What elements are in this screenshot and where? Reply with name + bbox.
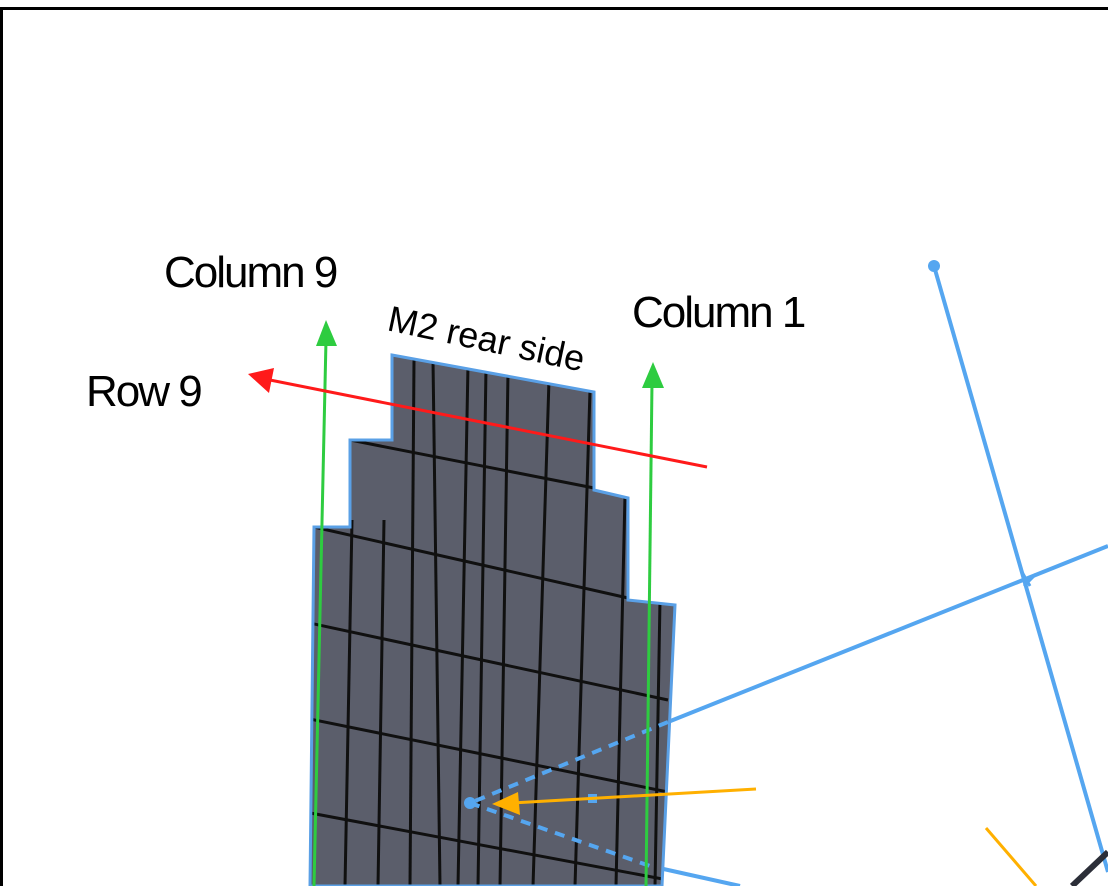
figure-frame bbox=[0, 7, 1108, 886]
mirror-segment-divider-vertical bbox=[573, 389, 592, 886]
pointer-arrow-shaft bbox=[511, 787, 757, 805]
mirror-segment-divider-horizontal bbox=[349, 438, 595, 490]
pointer-line-lower-right bbox=[984, 827, 1038, 886]
mirror-segment-divider-vertical bbox=[408, 359, 416, 886]
row-9-arrow-icon bbox=[248, 368, 274, 393]
row-9-label: Row 9 bbox=[86, 367, 201, 416]
beam-line-lower bbox=[649, 864, 741, 886]
column-1-arrow-shaft bbox=[644, 381, 654, 886]
m2-mirror bbox=[308, 353, 677, 886]
column-9-label: Column 9 bbox=[164, 248, 337, 297]
column-9-arrow-icon bbox=[316, 320, 337, 346]
column-9-arrow-shaft bbox=[312, 339, 328, 886]
row-9-arrow bbox=[248, 368, 708, 469]
mirror-segment-grid bbox=[310, 359, 669, 886]
mirror-segment-divider-vertical bbox=[431, 359, 442, 886]
mirror-segment-divider-vertical bbox=[343, 519, 354, 886]
beam-lines bbox=[649, 260, 1108, 886]
column-arrows bbox=[312, 320, 664, 886]
mirror-body bbox=[310, 355, 675, 886]
beam-dashed-lower bbox=[469, 801, 651, 868]
mirror-segment-divider-vertical bbox=[456, 364, 470, 886]
mirror-segment-divider-horizontal bbox=[310, 810, 669, 882]
mirror-segment-divider-horizontal bbox=[310, 716, 669, 794]
pointer-arrow-icon bbox=[492, 792, 520, 815]
column-1-label: Column 1 bbox=[632, 288, 805, 337]
mirror-segment-divider-horizontal bbox=[310, 620, 669, 702]
beam-crossing-mark bbox=[1020, 571, 1038, 588]
mirror-segment-divider-vertical bbox=[653, 599, 662, 886]
column-1-arrow-icon bbox=[642, 362, 664, 388]
partial-mirror-lower-right bbox=[1069, 849, 1108, 886]
mirror-segment-divider-horizontal bbox=[313, 525, 629, 600]
pointer-arrows bbox=[492, 787, 1108, 886]
row-9-arrow-shaft bbox=[269, 378, 708, 469]
mirror-outline bbox=[308, 353, 677, 886]
beam-focus-point bbox=[464, 797, 476, 809]
beam-line-vertical bbox=[932, 265, 1108, 873]
beam-endpoint bbox=[928, 260, 940, 272]
